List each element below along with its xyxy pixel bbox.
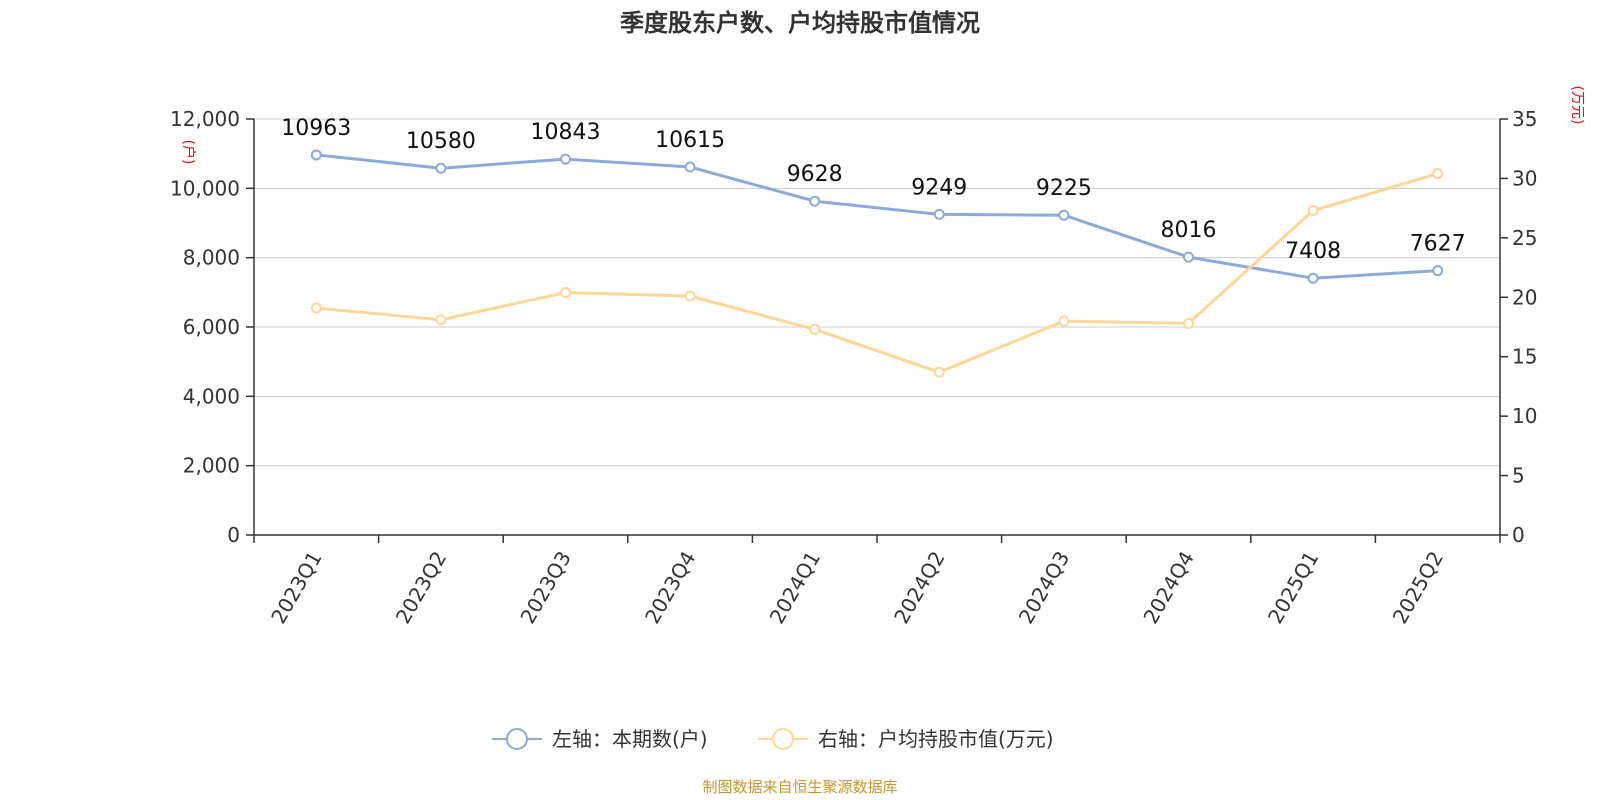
data-labels: 10963 10580 10843 10615 9628 9249 9225 8016 7408… — [281, 116, 1465, 264]
avg-value-point — [1058, 315, 1070, 327]
data-label: 8016 — [1161, 218, 1217, 243]
x-axis-tick-label: 2024Q3 — [1014, 547, 1074, 628]
left-axis-tick-label: 6,000 — [183, 315, 240, 339]
households-point — [809, 195, 821, 207]
households-point — [435, 162, 447, 174]
households-point — [1058, 209, 1070, 221]
left-axis-tick-label: 2,000 — [183, 454, 240, 478]
households-point — [310, 149, 322, 161]
data-label: 9628 — [787, 162, 843, 187]
avg-value-point — [310, 302, 322, 314]
left-axis-tick-label: 8,000 — [183, 246, 240, 270]
legend-label-avg-value: 右轴：户均持股市值(万元) — [818, 727, 1054, 751]
households-point — [933, 208, 945, 220]
avg-value-point — [1183, 317, 1194, 329]
legend-item-avg-value[interactable]: 右轴：户均持股市值(万元) — [758, 727, 1054, 751]
right-axis-tick-label: 20 — [1512, 285, 1537, 309]
data-label: 10963 — [281, 116, 351, 141]
x-axis-tick-label: 2023Q3 — [515, 547, 575, 628]
right-axis-tick-label: 25 — [1512, 226, 1537, 250]
series — [310, 149, 1444, 378]
left-axis-tick-label: 12,000 — [170, 107, 240, 131]
avg-value-point — [684, 290, 696, 302]
chart-title: 季度股东户数、户均持股市值情况 — [620, 9, 980, 37]
right-axis-tick-label: 5 — [1512, 464, 1525, 488]
avg-value-point — [560, 287, 571, 299]
data-label: 9225 — [1036, 176, 1092, 201]
households-point — [1432, 265, 1444, 277]
x-axis-tick-label: 2025Q1 — [1263, 547, 1323, 628]
avg-value-point — [1432, 168, 1444, 180]
x-axis-tick-label: 2024Q2 — [889, 547, 949, 628]
households-point — [684, 161, 696, 173]
avg-value-point — [933, 366, 945, 378]
data-label: 10615 — [655, 128, 725, 153]
legend-label-households: 左轴：本期数(户) — [552, 727, 708, 751]
x-axis-tick-label: 2024Q4 — [1138, 547, 1198, 628]
avg-value-point — [1307, 205, 1319, 217]
households-point — [1307, 272, 1319, 284]
data-label: 7408 — [1285, 239, 1341, 264]
data-label: 9249 — [911, 175, 967, 200]
x-axis-tick-label: 2023Q2 — [391, 547, 451, 628]
legend-marker-icon — [506, 728, 528, 750]
source-note: 制图数据来自恒生聚源数据库 — [702, 778, 897, 796]
axes: 0 2,000 4,000 6,000 8,000 10,000 12,000 0 5 10 15 2… — [170, 107, 1537, 628]
avg-value-point — [809, 323, 821, 335]
right-axis-unit: (万元) — [1569, 86, 1585, 125]
legend-marker-icon — [772, 728, 794, 750]
series-line-avg-value — [314, 172, 1440, 374]
right-axis-tick-label: 15 — [1512, 345, 1537, 369]
right-axis-tick-label: 10 — [1512, 404, 1537, 428]
x-axis-tick-label: 2023Q4 — [640, 547, 700, 628]
legend: 左轴：本期数(户) 右轴：户均持股市值(万元) — [492, 727, 1054, 751]
left-axis-tick-label: 10,000 — [170, 176, 240, 200]
left-axis-tick-label: 0 — [227, 523, 240, 547]
right-axis-tick-label: 35 — [1512, 107, 1537, 131]
right-axis-tick-label: 0 — [1512, 523, 1525, 547]
left-axis-unit: (户) — [180, 140, 197, 165]
series-line-households — [314, 153, 1440, 280]
data-label: 7627 — [1410, 232, 1466, 257]
left-axis-tick-label: 4,000 — [183, 384, 240, 408]
households-point — [1183, 251, 1194, 263]
x-axis-tick-label: 2023Q1 — [266, 547, 326, 628]
legend-item-households[interactable]: 左轴：本期数(户) — [492, 727, 708, 751]
x-axis-tick-label: 2025Q2 — [1388, 547, 1448, 628]
avg-value-point — [435, 314, 447, 326]
data-label: 10843 — [531, 120, 601, 145]
x-axis-tick-label: 2024Q1 — [765, 547, 825, 628]
right-axis-tick-label: 30 — [1512, 166, 1537, 190]
households-point — [560, 153, 571, 165]
grid-lines — [254, 118, 1500, 467]
data-label: 10580 — [406, 129, 476, 154]
